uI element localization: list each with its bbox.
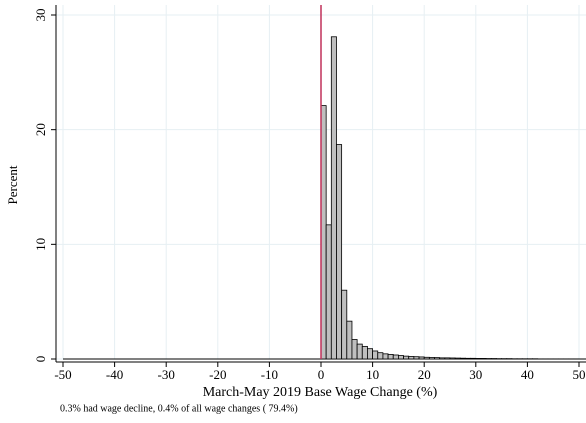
bar xyxy=(330,36,337,360)
y-axis-label: Percent xyxy=(5,165,20,204)
bar xyxy=(459,357,466,360)
x-tick-label: -10 xyxy=(261,367,278,382)
note: 0.3% had wage decline, 0.4% of all wage … xyxy=(60,403,298,414)
x-tick-label: 50 xyxy=(573,367,586,382)
bar xyxy=(372,350,379,360)
y-tick-label: 30 xyxy=(33,9,48,22)
x-tick-label: 30 xyxy=(469,367,482,382)
x-tick-label: -20 xyxy=(209,367,226,382)
x-tick-label: 10 xyxy=(366,367,379,382)
bar xyxy=(475,358,482,360)
x-tick-label: -30 xyxy=(158,367,175,382)
bar xyxy=(392,354,399,360)
bar xyxy=(351,339,358,360)
bar xyxy=(444,357,451,360)
bar xyxy=(367,348,374,360)
x-tick-label: 0 xyxy=(318,367,325,382)
bar xyxy=(336,144,343,360)
x-tick-label: 40 xyxy=(521,367,534,382)
bar xyxy=(377,352,384,360)
bar xyxy=(341,289,348,360)
bar xyxy=(454,357,461,360)
x-axis-label: March-May 2019 Base Wage Change (%) xyxy=(203,385,438,400)
bar xyxy=(397,355,404,360)
bar xyxy=(356,343,363,360)
bar xyxy=(480,358,487,360)
bar xyxy=(325,224,332,360)
bar xyxy=(439,357,446,360)
bar xyxy=(418,356,425,360)
bar xyxy=(346,320,353,360)
bar xyxy=(428,357,435,360)
y-tick-label: 10 xyxy=(33,238,48,251)
y-tick-label: 20 xyxy=(33,123,48,136)
bar xyxy=(434,357,441,360)
y-tick-label: 0 xyxy=(33,356,48,363)
x-tick-label: -40 xyxy=(106,367,123,382)
x-tick-label: 20 xyxy=(418,367,431,382)
bar xyxy=(320,105,327,360)
bar xyxy=(403,355,410,360)
bar xyxy=(387,354,394,360)
bar xyxy=(470,357,477,360)
bar xyxy=(449,357,456,360)
bar xyxy=(465,357,472,360)
bar xyxy=(408,356,415,360)
bar xyxy=(413,356,420,360)
bar xyxy=(423,356,430,360)
bar xyxy=(382,353,389,360)
x-tick-label: -50 xyxy=(54,367,71,382)
bar xyxy=(361,345,368,360)
